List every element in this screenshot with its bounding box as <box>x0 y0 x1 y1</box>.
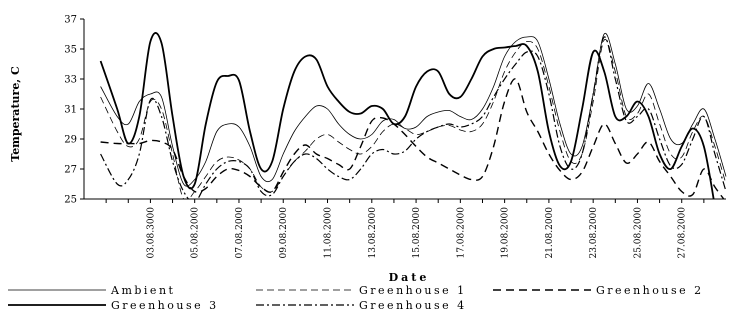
x-tick-label: 25.08.2000 <box>633 207 643 259</box>
axes <box>80 18 726 203</box>
series-lines <box>99 32 727 199</box>
series-line-ambient <box>100 32 727 187</box>
y-tick-label: 37 <box>64 15 77 26</box>
x-tick-label: 07.08.2000 <box>235 207 245 259</box>
legend-label: Greenhouse 2 <box>596 284 704 297</box>
x-tick-label: 05.08.2000 <box>191 207 201 259</box>
x-tick-label: 27.08.2000 <box>678 207 688 259</box>
x-tick-label: 23.08.2000 <box>589 207 599 259</box>
y-tick-label: 29 <box>64 135 77 146</box>
legend-label: Ambient <box>110 284 175 297</box>
x-tick-label: 17.08.2000 <box>456 207 466 259</box>
x-tick-label: 15.08.2000 <box>412 207 422 259</box>
x-tick-label: 13.08.2000 <box>368 207 378 259</box>
x-tick-label: 11.08.2000 <box>324 207 334 259</box>
y-tick-label: 33 <box>64 75 77 86</box>
x-axis-title: Date <box>389 271 430 284</box>
series-line-greenhouse-4 <box>100 36 727 199</box>
legend: Ambient Greenhouse 1 Greenhouse 2 Greenhous… <box>8 284 704 312</box>
y-tick-label: 35 <box>64 45 77 56</box>
x-tick-label: 19.08.2000 <box>501 207 511 259</box>
y-axis-title: Temperature, C <box>9 66 22 162</box>
legend-label: Greenhouse 1 <box>359 284 467 297</box>
x-tick-label: 21.08.2000 <box>545 207 555 259</box>
legend-label: Greenhouse 3 <box>111 299 219 312</box>
y-tick-label: 31 <box>64 105 77 116</box>
x-tick-label: 09.08.2000 <box>279 207 289 259</box>
series-line-greenhouse-2 <box>100 78 725 199</box>
y-tick-label: 27 <box>64 165 77 176</box>
x-tick-label: 03.08.3000 <box>146 207 156 259</box>
y-tick-label: 25 <box>64 195 77 206</box>
legend-label: Greenhouse 4 <box>359 299 467 312</box>
series-line-greenhouse-3 <box>99 32 715 199</box>
series-line-greenhouse-1 <box>100 38 727 199</box>
tick-labels: 25 27 29 31 33 35 37 03.08.3000 05.08.2000 07.08.… <box>64 15 687 259</box>
